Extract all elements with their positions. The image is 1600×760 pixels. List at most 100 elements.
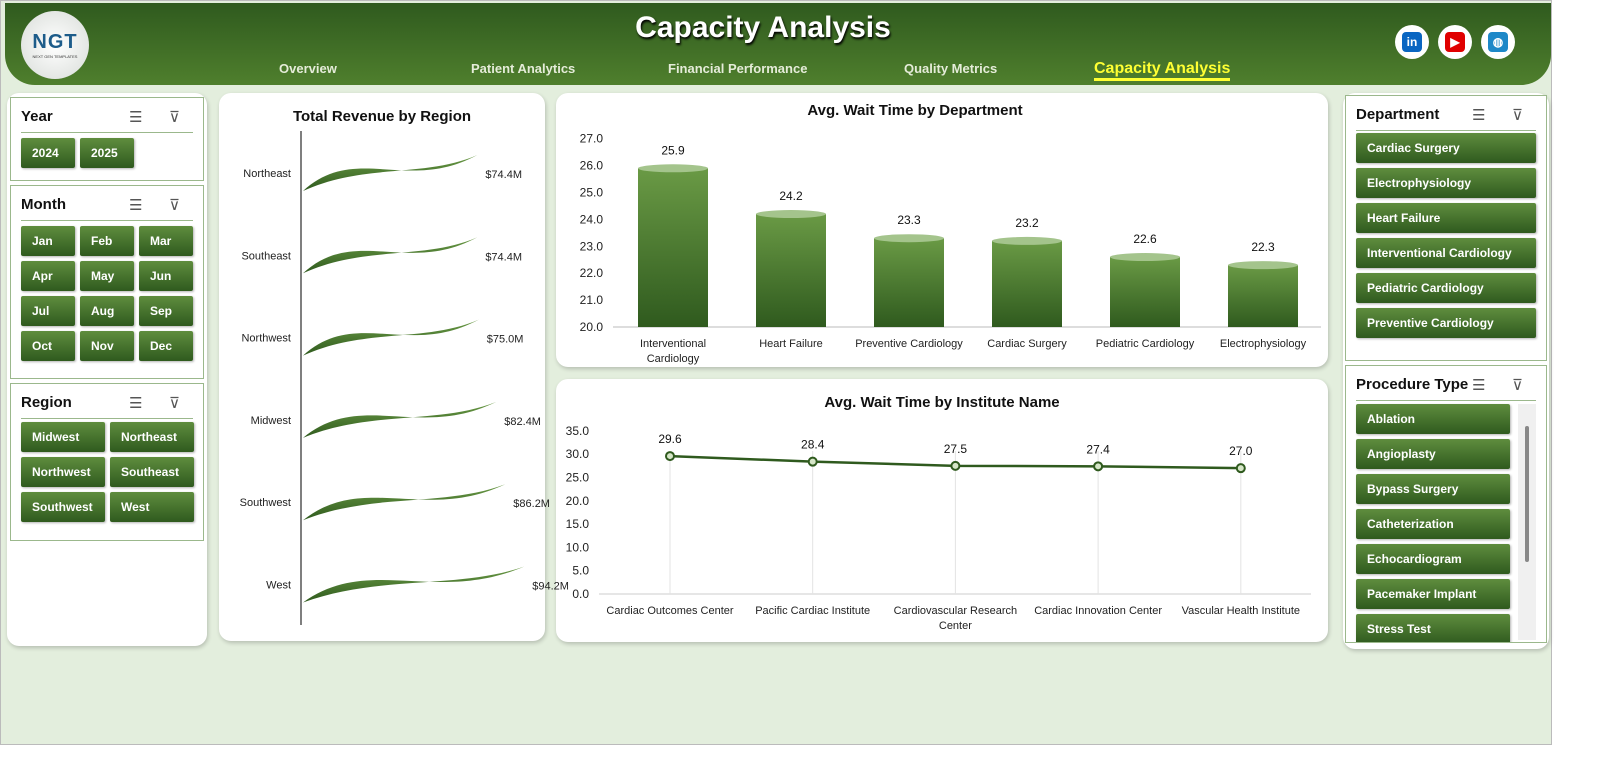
data-point (1093, 461, 1104, 472)
clear-filter-icon[interactable]: ⊽ (169, 109, 180, 126)
procedure-slicer: Procedure Type ☰ ⊽ Ablation Angioplasty Bypas… (1345, 365, 1547, 643)
month-option[interactable]: Aug (80, 296, 134, 326)
scrollbar[interactable] (1518, 404, 1536, 640)
region-option[interactable]: Northeast (110, 422, 194, 452)
month-option[interactable]: Oct (21, 331, 75, 361)
multi-select-icon[interactable]: ☰ (1472, 107, 1486, 124)
multi-select-icon[interactable]: ☰ (129, 109, 143, 126)
bar-top (756, 210, 826, 219)
month-option[interactable]: Mar (139, 226, 193, 256)
bar-top (638, 164, 708, 173)
data-label: 27.0 (1229, 444, 1253, 458)
y-tick-label: 22.0 (580, 266, 604, 280)
region-option[interactable]: Midwest (21, 422, 105, 452)
scrollbar-thumb[interactable] (1525, 426, 1529, 562)
y-tick-label: 10.0 (566, 540, 590, 554)
data-point (665, 451, 675, 462)
procedure-option[interactable]: Echocardiogram (1356, 544, 1510, 574)
month-option[interactable]: Feb (80, 226, 134, 256)
department-option[interactable]: Cardiac Surgery (1356, 133, 1536, 163)
data-point (1235, 463, 1246, 474)
data-point (950, 460, 961, 471)
tab-patient-analytics[interactable]: Patient Analytics (471, 61, 576, 76)
region-option[interactable]: West (110, 492, 194, 522)
year-slicer: Year ☰ ⊽ 2024 2025 (10, 97, 204, 181)
slicer-title: Month (21, 196, 66, 213)
youtube-icon: ▶ (1445, 32, 1465, 52)
month-slicer: Month ☰ ⊽ Jan Feb Mar Apr May Jun Jul Aug Sep Oct Nov… (10, 185, 204, 379)
divider (21, 220, 193, 221)
y-tick-label: 24.0 (580, 212, 604, 226)
category-label: Cardiology (647, 353, 700, 365)
data-label: 25.9 (661, 143, 685, 157)
dashboard: NGT NEXT GEN TEMPLATES Capacity Analysis … (0, 0, 1552, 745)
y-tick-label: 21.0 (580, 293, 604, 307)
department-option[interactable]: Pediatric Cardiology (1356, 273, 1536, 303)
y-tick-label: 15.0 (566, 517, 590, 531)
month-option[interactable]: Nov (80, 331, 134, 361)
y-tick-label: 26.0 (580, 159, 604, 173)
category-label: Cardiac Innovation Center (1034, 605, 1162, 617)
y-tick-label: 25.0 (580, 186, 604, 200)
department-bar (638, 168, 708, 327)
bar-top (1228, 261, 1298, 270)
y-tick-label: 0.0 (572, 587, 589, 601)
month-option[interactable]: Dec (139, 331, 193, 361)
procedure-option[interactable]: Pacemaker Implant (1356, 579, 1510, 609)
department-option[interactable]: Preventive Cardiology (1356, 308, 1536, 338)
month-option[interactable]: Jun (139, 261, 193, 291)
region-bar (303, 319, 479, 356)
category-label: Southeast (241, 250, 291, 262)
data-label: $74.4M (485, 251, 522, 263)
procedure-option[interactable]: Bypass Surgery (1356, 474, 1510, 504)
globe-button[interactable]: ◍ (1481, 25, 1515, 59)
region-option[interactable]: Southeast (110, 457, 194, 487)
linkedin-button[interactable]: in (1395, 25, 1429, 59)
month-option[interactable]: Jul (21, 296, 75, 326)
divider (1356, 130, 1536, 131)
department-option[interactable]: Electrophysiology (1356, 168, 1536, 198)
category-label: Midwest (251, 415, 291, 427)
clear-filter-icon[interactable]: ⊽ (169, 395, 180, 412)
department-option[interactable]: Heart Failure (1356, 203, 1536, 233)
department-option[interactable]: Interventional Cardiology (1356, 238, 1536, 268)
procedure-option[interactable]: Ablation (1356, 404, 1510, 434)
department-bar (874, 238, 944, 327)
region-option[interactable]: Southwest (21, 492, 105, 522)
procedure-option[interactable]: Angioplasty (1356, 439, 1510, 469)
procedure-option[interactable]: Catheterization (1356, 509, 1510, 539)
globe-icon: ◍ (1488, 32, 1508, 52)
department-bar (1110, 257, 1180, 327)
month-option[interactable]: Jan (21, 226, 75, 256)
divider (21, 418, 193, 419)
clear-filter-icon[interactable]: ⊽ (169, 197, 180, 214)
bar-top (874, 234, 944, 243)
month-option[interactable]: Sep (139, 296, 193, 326)
month-option[interactable]: May (80, 261, 134, 291)
region-bar (303, 401, 497, 438)
clear-filter-icon[interactable]: ⊽ (1512, 377, 1523, 394)
clear-filter-icon[interactable]: ⊽ (1512, 107, 1523, 124)
tab-overview[interactable]: Overview (279, 61, 337, 76)
data-label: $74.4M (485, 169, 522, 181)
category-label: Cardiovascular Research (894, 605, 1018, 617)
region-option[interactable]: Northwest (21, 457, 105, 487)
month-option[interactable]: Apr (21, 261, 75, 291)
data-label: 29.6 (658, 432, 682, 446)
year-option[interactable]: 2025 (80, 138, 134, 168)
year-option[interactable]: 2024 (21, 138, 75, 168)
multi-select-icon[interactable]: ☰ (129, 197, 143, 214)
slicer-title: Procedure Type (1356, 376, 1469, 393)
data-label: 23.2 (1015, 216, 1039, 230)
multi-select-icon[interactable]: ☰ (129, 395, 143, 412)
procedure-option[interactable]: Stress Test (1356, 614, 1510, 642)
tab-financial-performance[interactable]: Financial Performance (668, 61, 808, 76)
tab-quality-metrics[interactable]: Quality Metrics (904, 61, 998, 76)
category-label: Pediatric Cardiology (1096, 338, 1195, 350)
category-label: Cardiac Surgery (987, 338, 1067, 350)
tab-capacity-analysis[interactable]: Capacity Analysis (1094, 60, 1231, 81)
multi-select-icon[interactable]: ☰ (1472, 377, 1486, 394)
youtube-button[interactable]: ▶ (1438, 25, 1472, 59)
region-bar (303, 484, 506, 521)
region-bar (303, 566, 525, 603)
